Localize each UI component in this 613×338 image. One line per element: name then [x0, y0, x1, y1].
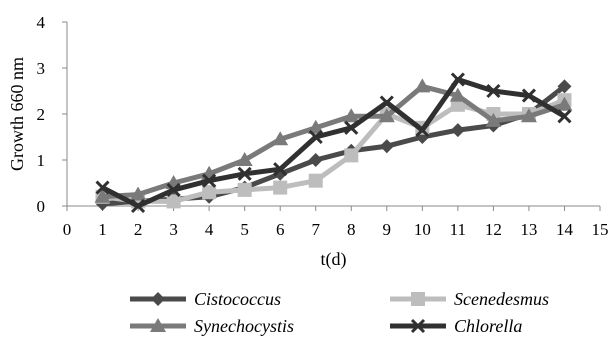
- x-tick-label: 3: [169, 220, 178, 239]
- x-axis-title: t(d): [321, 249, 347, 270]
- x-tick-label: 5: [240, 220, 249, 239]
- legend-marker: [150, 318, 166, 332]
- data-point-synechocystis: [556, 96, 573, 111]
- y-tick-label: 4: [37, 13, 46, 32]
- x-tick-label: 4: [205, 220, 214, 239]
- legend-label: Chlorella: [454, 316, 522, 336]
- legend-marker: [411, 292, 425, 306]
- data-point-scenedesmus: [166, 194, 181, 209]
- data-point-chlorella: [415, 123, 430, 138]
- series-layer: [94, 72, 573, 214]
- data-point-chlorella: [557, 109, 572, 124]
- data-point-synechocystis: [449, 87, 466, 102]
- x-tick-label: 12: [485, 220, 502, 239]
- data-point-chlorella: [273, 162, 288, 177]
- data-point-chlorella: [379, 95, 394, 110]
- data-point-chlorella: [486, 83, 501, 99]
- y-axis-title: Growth 660 nm: [7, 57, 27, 171]
- x-tick-label: 7: [311, 220, 320, 239]
- legend-item-chlorella: Chlorella: [390, 316, 522, 336]
- data-point-synechocystis: [378, 108, 395, 123]
- data-point-cistococcus: [308, 153, 323, 167]
- x-tick-label: 11: [450, 220, 466, 239]
- data-point-chlorella: [166, 182, 181, 197]
- y-tick-label: 1: [37, 151, 46, 170]
- data-point-synechocystis: [236, 152, 253, 166]
- data-point-synechocystis: [343, 108, 360, 123]
- data-point-synechocystis: [130, 186, 147, 201]
- data-point-synechocystis: [520, 108, 537, 123]
- x-tick-label: 6: [276, 220, 285, 239]
- x-tick-label: 15: [592, 220, 609, 239]
- legend-marker: [151, 292, 165, 306]
- x-tick-label: 2: [134, 220, 143, 239]
- data-point-chlorella: [308, 129, 323, 145]
- x-tick-label: 0: [63, 220, 72, 239]
- series-line-chlorella: [101, 77, 566, 209]
- series-line-synechocystis: [102, 83, 566, 200]
- x-tick-label: 14: [556, 220, 574, 239]
- data-point-chlorella: [237, 166, 252, 181]
- legend-marker: [410, 318, 426, 334]
- data-point-cistococcus: [557, 79, 572, 94]
- data-point-chlorella: [344, 120, 359, 135]
- legend-item-scenedesmus: Scenedesmus: [390, 289, 549, 309]
- data-point-chlorella: [202, 173, 217, 188]
- data-point-chlorella: [521, 88, 536, 103]
- series-chlorella: [95, 72, 572, 214]
- y-tick-label: 3: [37, 59, 46, 78]
- data-point-scenedesmus: [202, 185, 217, 200]
- series-synechocystis: [94, 78, 573, 203]
- data-point-chlorella: [95, 180, 110, 195]
- legend-label: Scenedesmus: [454, 289, 549, 309]
- data-point-chlorella: [131, 198, 146, 214]
- x-tick-label: 8: [347, 220, 356, 239]
- legend-label: Synechocystis: [194, 316, 294, 336]
- data-point-synechocystis: [94, 188, 111, 203]
- data-point-scenedesmus: [237, 182, 252, 197]
- chart-legend: Cistococcus Scenedesmus Synechocystis Chlor…: [130, 289, 549, 336]
- data-point-synechocystis: [272, 131, 289, 146]
- x-tick-label: 13: [520, 220, 537, 239]
- data-point-chlorella: [450, 72, 465, 87]
- legend-label: Cistococcus: [194, 289, 281, 309]
- x-tick-label: 10: [414, 220, 431, 239]
- data-point-cistococcus: [450, 123, 465, 138]
- y-tick-label: 2: [37, 105, 46, 124]
- data-point-synechocystis: [414, 78, 431, 93]
- data-point-scenedesmus: [308, 173, 323, 188]
- data-point-cistococcus: [379, 139, 394, 154]
- legend-item-cistococcus: Cistococcus: [130, 289, 281, 309]
- legend-item-synechocystis: Synechocystis: [130, 316, 294, 336]
- x-tick-label: 9: [383, 220, 392, 239]
- x-tick-label: 1: [98, 220, 107, 239]
- data-point-synechocystis: [485, 112, 502, 127]
- y-tick-label: 0: [37, 197, 46, 216]
- data-point-synechocystis: [307, 119, 324, 134]
- data-point-scenedesmus: [344, 148, 359, 163]
- data-point-scenedesmus: [273, 180, 288, 195]
